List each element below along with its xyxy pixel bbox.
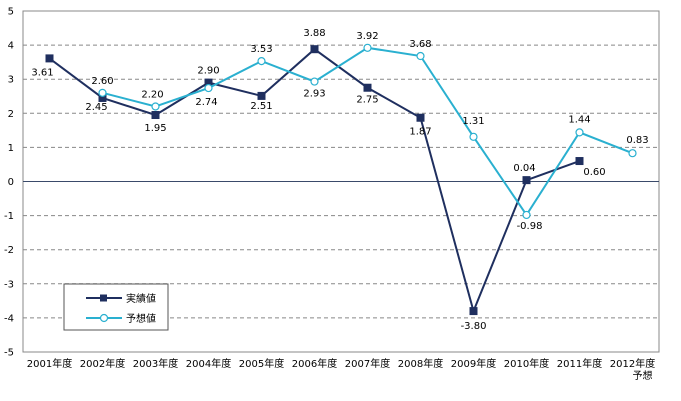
- y-tick-label: -3: [4, 279, 14, 290]
- data-point: [257, 91, 266, 100]
- data-label: 3.61: [31, 67, 53, 78]
- y-tick-label: 4: [8, 41, 14, 52]
- y-tick-label: -1: [4, 211, 14, 222]
- data-label: 3.53: [250, 44, 272, 55]
- data-point: [98, 93, 107, 102]
- y-tick-label: 1: [8, 143, 14, 154]
- data-label: 1.95: [144, 123, 166, 134]
- data-label: 3.92: [356, 31, 378, 42]
- data-label: 2.90: [197, 66, 219, 77]
- y-tick-label: 0: [8, 177, 14, 188]
- data-point: [45, 54, 54, 63]
- data-label: 2.51: [250, 101, 272, 112]
- data-label: 2.93: [303, 89, 325, 100]
- x-tick-label: 2012年度予想: [610, 357, 655, 382]
- legend-label: 実績値: [126, 292, 156, 305]
- data-point: [363, 43, 372, 52]
- data-label: 0.83: [626, 135, 648, 146]
- data-point: [363, 83, 372, 92]
- x-tick-label: 2010年度: [504, 357, 549, 370]
- x-tick-label: 2005年度: [239, 357, 284, 370]
- legend-marker: [100, 294, 107, 302]
- legend-label: 予想値: [126, 312, 156, 325]
- x-tick-label: 2011年度: [557, 357, 602, 370]
- data-point: [204, 78, 213, 87]
- data-label: 2.75: [356, 95, 378, 106]
- data-label: -3.80: [461, 321, 487, 332]
- data-label: 0.60: [583, 167, 605, 178]
- y-tick-label: 3: [8, 75, 14, 86]
- data-point: [310, 77, 319, 86]
- data-point: [416, 51, 425, 61]
- legend-box: [63, 283, 169, 331]
- x-tick-label: 2008年度: [398, 357, 443, 370]
- data-label: 1.44: [568, 114, 590, 125]
- x-tick-label: 2009年度: [451, 357, 496, 370]
- data-label: 0.04: [513, 163, 535, 174]
- y-tick-label: 2: [8, 109, 14, 120]
- y-tick-label: -4: [4, 313, 14, 324]
- legend-marker: [99, 313, 109, 323]
- x-tick-label: 2004年度: [186, 357, 231, 370]
- data-label: 1.87: [409, 127, 431, 138]
- x-tick-label: 2002年度: [80, 357, 125, 370]
- data-label: 3.68: [409, 39, 431, 50]
- x-tick-label: 2006年度: [292, 357, 337, 370]
- data-label: 2.74: [195, 97, 217, 108]
- y-tick-label: -2: [4, 245, 14, 256]
- x-tick-label: 2001年度: [27, 357, 72, 370]
- data-point: [469, 307, 478, 316]
- data-point: [416, 113, 425, 122]
- series-line-2: [102, 46, 633, 217]
- data-label: 2.20: [141, 89, 163, 100]
- data-point: [469, 132, 478, 141]
- data-label: 1.31: [462, 116, 484, 127]
- y-tick-label: -5: [4, 348, 14, 359]
- data-point: [522, 210, 531, 220]
- data-point: [575, 128, 584, 137]
- data-label: 3.88: [303, 28, 325, 39]
- y-tick-label: 5: [8, 7, 14, 18]
- data-label: 2.60: [91, 76, 113, 87]
- data-point: [151, 102, 160, 111]
- data-label: -0.98: [517, 221, 543, 232]
- data-point: [98, 88, 107, 97]
- data-point: [628, 149, 637, 158]
- x-tick-label: 2003年度: [133, 357, 178, 370]
- data-point: [522, 176, 531, 185]
- data-point: [204, 83, 213, 93]
- data-point: [310, 45, 319, 54]
- data-point: [257, 57, 266, 66]
- x-tick-label: 2007年度: [345, 357, 390, 370]
- data-label: 2.45: [85, 102, 107, 113]
- data-point: [151, 111, 160, 120]
- data-point: [575, 157, 584, 166]
